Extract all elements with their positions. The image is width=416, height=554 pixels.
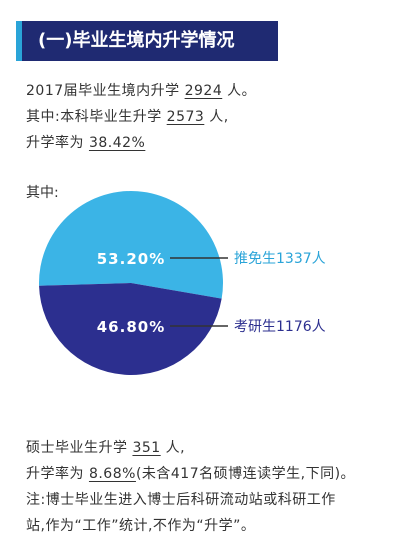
- master-rate-value: 8.68%: [88, 466, 136, 482]
- pie-slice-label-1: 考研生1176人: [234, 319, 326, 335]
- undergrad-rate-text: 升学率为: [26, 135, 89, 151]
- undergrad-paragraph: 2017届毕业生境内升学 2924 人。 其中:本科毕业生升学 2573 人, …: [26, 78, 256, 156]
- section-header: (一)毕业生境内升学情况: [16, 21, 278, 61]
- total-unit: 人。: [222, 83, 257, 99]
- undergrad-line: 其中:本科毕业生升学 2573 人,: [26, 104, 256, 130]
- pie-percent-label-0: 53.20%: [97, 250, 165, 268]
- total-text: 2017届毕业生境内升学: [26, 83, 185, 99]
- undergrad-unit: 人,: [204, 109, 229, 125]
- total-line: 2017届毕业生境内升学 2924 人。: [26, 78, 256, 104]
- undergrad-value: 2573: [166, 109, 205, 125]
- pie-percent-label-1: 46.80%: [97, 318, 165, 336]
- pie-slice-0: [38, 190, 223, 299]
- section-title: (一)毕业生境内升学情况: [38, 30, 235, 51]
- pie-slice-1: [39, 283, 222, 375]
- master-rate-note: (未含417名硕博连读学生,下同)。: [135, 466, 356, 482]
- undergrad-text: 其中:本科毕业生升学: [26, 109, 167, 125]
- total-value: 2924: [184, 83, 223, 99]
- master-text: 硕士毕业生升学: [26, 440, 133, 456]
- master-paragraph: 硕士毕业生升学 351 人, 升学率为 8.68%(未含417名硕博连读学生,下…: [26, 435, 355, 539]
- master-value: 351: [132, 440, 161, 456]
- undergrad-rate-line: 升学率为 38.42%: [26, 130, 256, 156]
- master-rate-text: 升学率为: [26, 466, 89, 482]
- header-accent-bar: [16, 21, 22, 61]
- undergrad-rate-value: 38.42%: [88, 135, 146, 151]
- master-rate-line: 升学率为 8.68%(未含417名硕博连读学生,下同)。: [26, 461, 355, 487]
- master-line: 硕士毕业生升学 351 人,: [26, 435, 355, 461]
- doctor-note-line: 注:博士毕业生进入博士后科研流动站或科研工作: [26, 492, 336, 508]
- pie-slice-label-0: 推免生1337人: [234, 251, 326, 267]
- master-unit: 人,: [160, 440, 186, 456]
- doctor-note-line-2: 站,作为“工作”统计,不作为“升学”。: [26, 518, 256, 534]
- breakdown-label: 其中:: [26, 185, 59, 201]
